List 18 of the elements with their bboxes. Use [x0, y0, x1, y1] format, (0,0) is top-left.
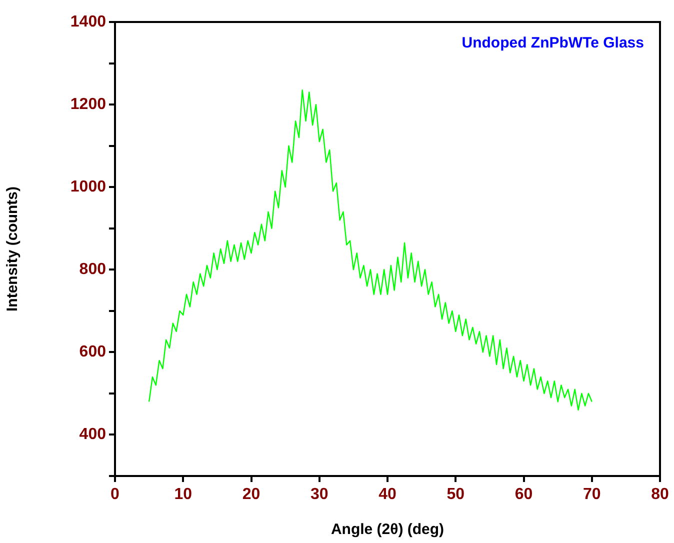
- x-tick-label: 0: [110, 486, 120, 504]
- x-tick-label: 20: [242, 486, 260, 504]
- y-axis-title: Intensity (counts): [4, 186, 22, 312]
- y-tick-label: 1000: [70, 178, 106, 196]
- x-tick-label: 60: [514, 486, 533, 504]
- x-tick-label: 30: [310, 486, 328, 504]
- x-tick-label: 50: [446, 486, 465, 504]
- y-tick-label: 1200: [70, 96, 106, 113]
- x-tick-label: 40: [378, 486, 396, 504]
- y-tick-label: 800: [79, 261, 106, 278]
- annotation: Undoped ZnPbWTe Glass: [462, 34, 644, 52]
- x-tick-label: 80: [651, 486, 669, 504]
- x-tick-label: 10: [174, 486, 192, 504]
- x-tick-label: 70: [582, 486, 601, 504]
- y-tick-label: 1400: [70, 13, 106, 30]
- x-axis-title: Angle (2θ) (deg): [330, 521, 444, 538]
- y-tick-label: 400: [79, 426, 106, 444]
- y-tick-label: 600: [79, 344, 106, 361]
